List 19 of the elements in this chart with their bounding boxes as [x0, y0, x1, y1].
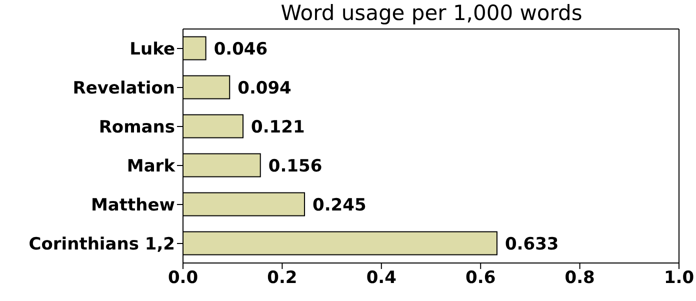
data-label: 0.121	[251, 117, 305, 138]
data-label: 0.245	[312, 195, 366, 216]
chart-title: Word usage per 1,000 words	[280, 0, 584, 26]
x-tick-label: 1.0	[664, 268, 694, 288]
x-tick-label: 0.8	[564, 268, 595, 288]
x-tick-label: 0.6	[466, 268, 496, 288]
y-tick-label: Corinthians 1,2	[28, 234, 175, 255]
data-label: 0.046	[214, 39, 268, 60]
data-label: 0.633	[504, 234, 559, 254]
data-label: 0.094	[238, 78, 292, 98]
x-tick-label: 0.2	[267, 268, 298, 288]
x-tick-label: 0.0	[168, 268, 198, 288]
data-label: 0.156	[268, 156, 322, 176]
y-tick-label: Revelation	[72, 78, 175, 99]
y-tick-label: Matthew	[91, 196, 176, 216]
x-tick-label: 0.4	[366, 268, 397, 288]
y-tick-label: Luke	[130, 40, 175, 60]
y-tick-label: Mark	[126, 156, 176, 177]
y-tick-label: Romans	[98, 118, 175, 138]
